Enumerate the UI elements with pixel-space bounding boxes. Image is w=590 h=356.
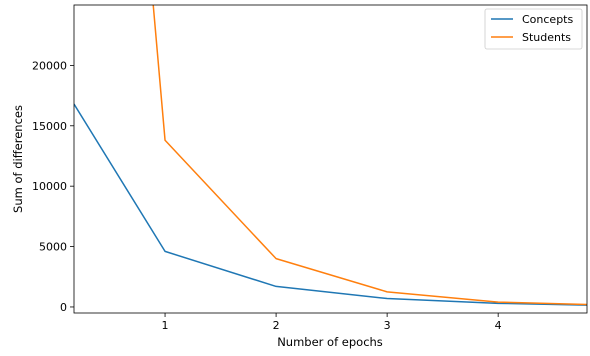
x-axis: 1 2 3 4 [162,313,502,332]
legend: Concepts Students [484,8,583,50]
x-axis-label: Number of epochs [277,335,383,349]
x-tick-label: 2 [273,319,280,332]
x-tick-label: 3 [384,319,391,332]
y-tick-label: 10000 [32,180,67,193]
y-tick-label: 5000 [39,241,67,254]
series-line-concepts [74,103,587,306]
series-layer [74,5,587,306]
x-tick-label: 4 [495,319,502,332]
legend-label-concepts: Concepts [522,13,573,26]
plot-area [73,4,588,314]
y-axis-label: Sum of differences [11,105,25,213]
x-tick-label: 1 [162,319,169,332]
y-axis: 0 5000 10000 15000 20000 [32,59,74,314]
y-tick-label: 0 [60,301,67,314]
y-tick-label: 20000 [32,59,67,72]
y-tick-label: 15000 [32,120,67,133]
legend-label-students: Students [522,31,571,44]
series-line-students [152,5,587,306]
